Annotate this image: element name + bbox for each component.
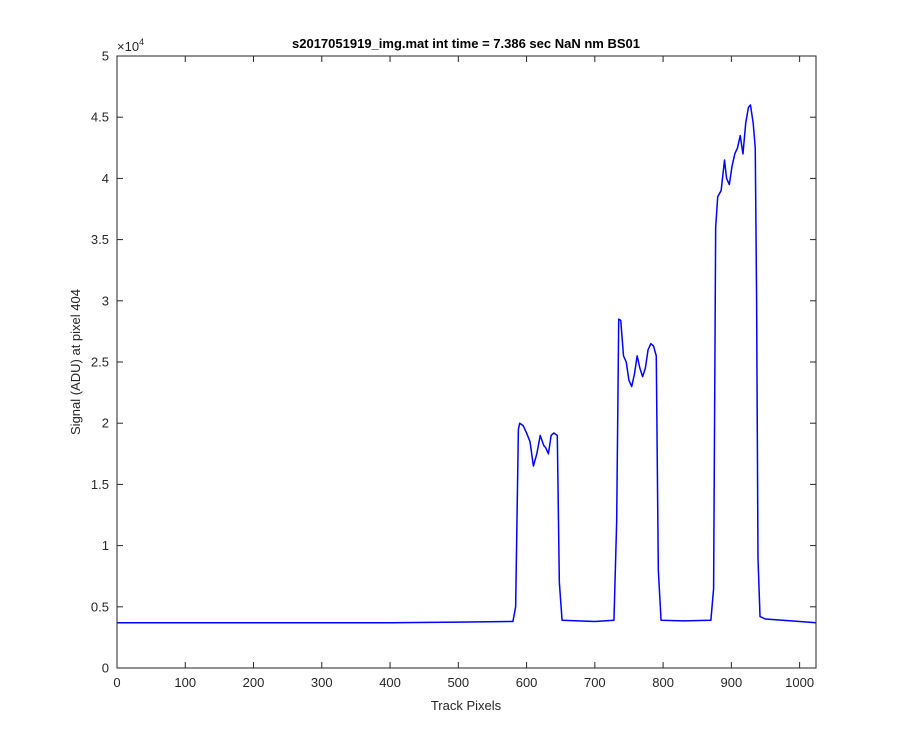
y-tick-label: 1 xyxy=(102,538,109,553)
x-tick-label: 200 xyxy=(243,675,265,690)
chart-title: s2017051919_img.mat int time = 7.386 sec… xyxy=(292,36,640,51)
x-tick-label: 100 xyxy=(174,675,196,690)
y-tick-label: 4.5 xyxy=(91,110,109,125)
y-tick-label: 2 xyxy=(102,416,109,431)
y-tick-label: 4 xyxy=(102,171,109,186)
y-tick-label: 3 xyxy=(102,293,109,308)
y-exponent-base: ×10 xyxy=(117,39,139,54)
y-exponent-power: 4 xyxy=(139,37,144,47)
x-tick-label: 400 xyxy=(379,675,401,690)
plot-frame xyxy=(116,55,817,669)
y-axis-ticks: 0 0.5 1 1.5 2 2.5 3 3.5 4 4.5 5 xyxy=(91,49,816,676)
y-axis-exponent: ×104 xyxy=(117,37,144,54)
x-tick-label: 500 xyxy=(447,675,469,690)
x-tick-label: 700 xyxy=(584,675,606,690)
y-tick-label: 1.5 xyxy=(91,477,109,492)
y-tick-label: 0 xyxy=(102,661,109,676)
signal-line xyxy=(117,104,817,624)
x-tick-label: 800 xyxy=(652,675,674,690)
x-axis-ticks: 0 100 200 300 400 500 600 700 800 900 1000 xyxy=(113,56,814,690)
x-tick-label: 1000 xyxy=(785,675,814,690)
y-tick-label: 0.5 xyxy=(91,599,109,614)
x-axis-label: Track Pixels xyxy=(431,698,502,713)
y-tick-label: 5 xyxy=(102,49,109,64)
x-tick-label: 300 xyxy=(311,675,333,690)
y-axis-label: Signal (ADU) at pixel 404 xyxy=(68,289,83,435)
plot-area xyxy=(117,56,816,668)
y-tick-label: 2.5 xyxy=(91,355,109,370)
y-tick-label: 3.5 xyxy=(91,232,109,247)
x-tick-label: 900 xyxy=(721,675,743,690)
x-tick-label: 0 xyxy=(113,675,120,690)
x-tick-label: 600 xyxy=(516,675,538,690)
